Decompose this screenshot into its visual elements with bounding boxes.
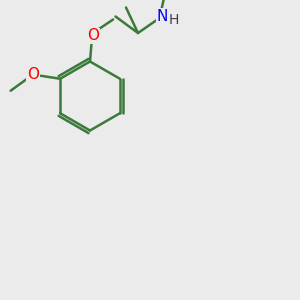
Text: H: H [168,13,178,27]
Text: N: N [156,9,168,24]
Text: O: O [87,28,99,44]
Text: O: O [27,67,39,82]
